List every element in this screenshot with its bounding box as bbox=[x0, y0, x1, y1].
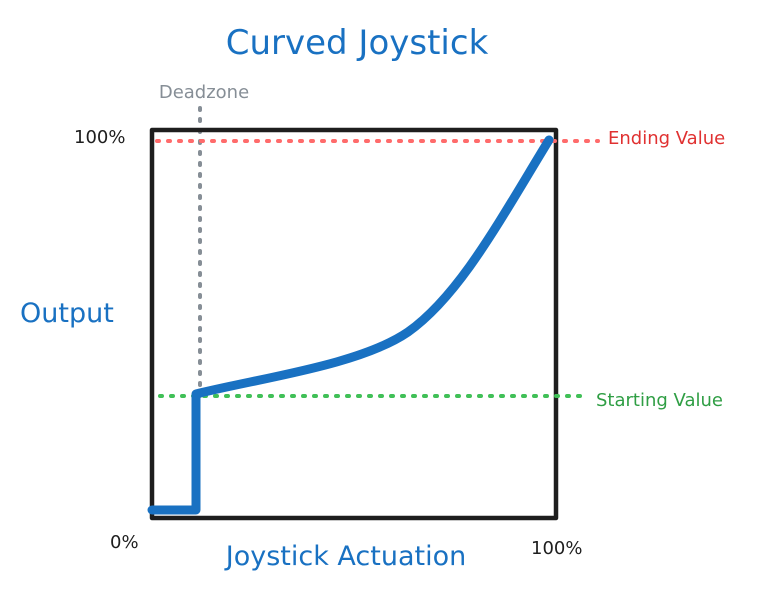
y-axis-label: Output bbox=[20, 298, 114, 329]
diagram-title: Curved Joystick bbox=[226, 23, 489, 63]
deadzone-label: Deadzone bbox=[159, 82, 249, 103]
starting-value-label: Starting Value bbox=[596, 390, 723, 411]
x-axis-label: Joystick Actuation bbox=[224, 541, 466, 572]
plot-frame bbox=[149, 127, 559, 521]
ending-value-label: Ending Value bbox=[608, 128, 725, 149]
x-axis-min-label: 0% bbox=[110, 532, 139, 553]
x-axis-max-label: 100% bbox=[531, 538, 582, 559]
response-curve bbox=[147, 135, 554, 515]
y-axis-max-label: 100% bbox=[74, 127, 125, 148]
